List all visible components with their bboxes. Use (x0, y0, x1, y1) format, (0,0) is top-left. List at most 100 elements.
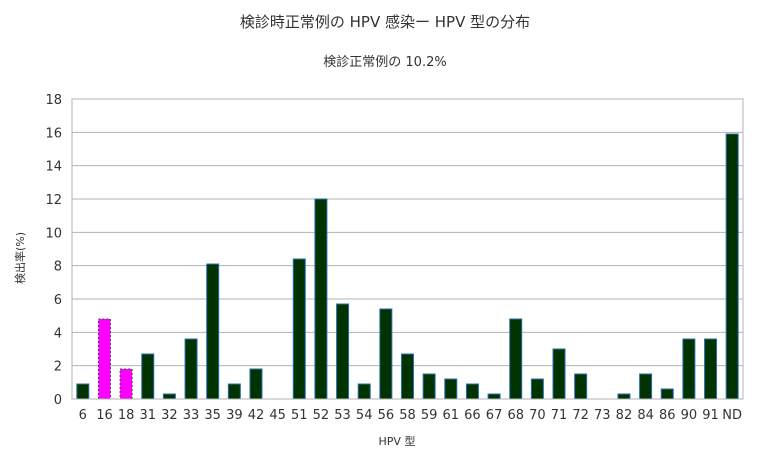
x-tick-label: 58 (399, 408, 416, 423)
bar (292, 258, 306, 400)
y-tick-label: 8 (54, 260, 62, 275)
bar-90 (682, 338, 696, 400)
bar-51 (292, 258, 306, 400)
bar-39 (227, 383, 241, 400)
bar (336, 303, 350, 400)
x-tick-label: 35 (204, 408, 221, 423)
bar-53 (336, 303, 350, 400)
bar (314, 198, 328, 400)
plot-frame (71, 98, 744, 400)
bar-6 (76, 383, 90, 400)
bar-68 (509, 318, 523, 400)
x-tick-label: 45 (269, 408, 286, 423)
x-tick-label: 84 (637, 408, 654, 423)
bar-59 (422, 373, 436, 400)
bar-ND (725, 133, 739, 400)
bar-35 (206, 263, 220, 400)
bar (725, 133, 739, 400)
x-tick-label: 56 (378, 408, 395, 423)
bar (530, 378, 544, 400)
y-tick-label: 10 (45, 226, 62, 241)
bar (617, 393, 631, 400)
bar-70 (530, 378, 544, 400)
bar (552, 348, 566, 400)
bar (76, 383, 90, 400)
x-tick-label: 71 (551, 408, 568, 423)
x-tick-label: 91 (702, 408, 719, 423)
x-tick-label: 18 (118, 408, 135, 423)
bar-82 (617, 393, 631, 400)
y-tick-label: 16 (45, 126, 62, 141)
x-tick-label: 31 (139, 408, 156, 423)
bar-67 (487, 393, 501, 400)
bar (660, 388, 674, 400)
bar-86 (660, 388, 674, 400)
x-tick-label: 52 (313, 408, 330, 423)
x-tick-label: 82 (616, 408, 633, 423)
y-tick-label: 0 (54, 393, 62, 408)
bar (639, 373, 653, 400)
bar-56 (379, 308, 393, 400)
bar (444, 378, 458, 400)
x-tick-label: 73 (594, 408, 611, 423)
x-tick-label: ND (722, 408, 742, 423)
bar-31 (141, 353, 155, 400)
y-tick-label: 14 (45, 160, 62, 175)
x-tick-label: 51 (291, 408, 308, 423)
x-tick-label: 59 (421, 408, 438, 423)
chart-title: 検診時正常例の HPV 感染ー HPV 型の分布 (240, 13, 530, 31)
x-tick-label: 32 (161, 408, 178, 423)
y-tick-label: 12 (45, 193, 62, 208)
x-tick-label: 6 (79, 408, 87, 423)
x-tick-label: 66 (464, 408, 481, 423)
x-tick-label: 53 (334, 408, 351, 423)
x-tick-label: 86 (659, 408, 676, 423)
bar (574, 373, 588, 400)
bar-91 (704, 338, 718, 400)
bar-42 (249, 368, 263, 400)
x-tick-labels: 6 16 18 31 32 33 35 39 42 45 51 52 53 54 56 58 59 61 66 67 6… (79, 408, 742, 423)
bar-52 (314, 198, 328, 400)
bar-32 (162, 393, 176, 400)
bar (509, 318, 523, 400)
bar-54 (357, 383, 371, 400)
bar-33 (184, 338, 198, 400)
bar-71 (552, 348, 566, 400)
chart-subtitle: 検診正常例の 10.2% (323, 54, 446, 70)
bar (119, 368, 133, 400)
bar (227, 383, 241, 400)
y-tick-labels: 0 2 4 6 8 10 12 14 16 18 (45, 93, 62, 408)
x-tick-label: 33 (183, 408, 200, 423)
x-tick-label: 42 (248, 408, 265, 423)
y-axis-label: 検出率(%) (13, 232, 27, 284)
x-tick-label: 90 (681, 408, 698, 423)
x-tick-label: 68 (507, 408, 524, 423)
x-tick-label: 16 (96, 408, 113, 423)
bar (682, 338, 696, 400)
bar (379, 308, 393, 400)
bar (704, 338, 718, 400)
bar-61 (444, 378, 458, 400)
y-tick-label: 6 (54, 293, 62, 308)
y-tick-label: 18 (45, 93, 62, 108)
bar (97, 318, 111, 400)
bar (162, 393, 176, 400)
bar (249, 368, 263, 400)
bar-58 (401, 353, 414, 400)
bar-66 (465, 383, 479, 400)
bar-16 (97, 318, 111, 400)
bar (206, 263, 220, 400)
bar-72 (574, 373, 588, 400)
y-tick-label: 4 (54, 326, 62, 341)
bar (465, 383, 479, 400)
bar (141, 353, 155, 400)
bar (422, 373, 436, 400)
bars (76, 133, 739, 400)
bar (401, 353, 414, 400)
bar (357, 383, 371, 400)
y-tick-label: 2 (54, 360, 62, 375)
bar-18 (119, 368, 133, 400)
x-tick-label: 70 (529, 408, 546, 423)
